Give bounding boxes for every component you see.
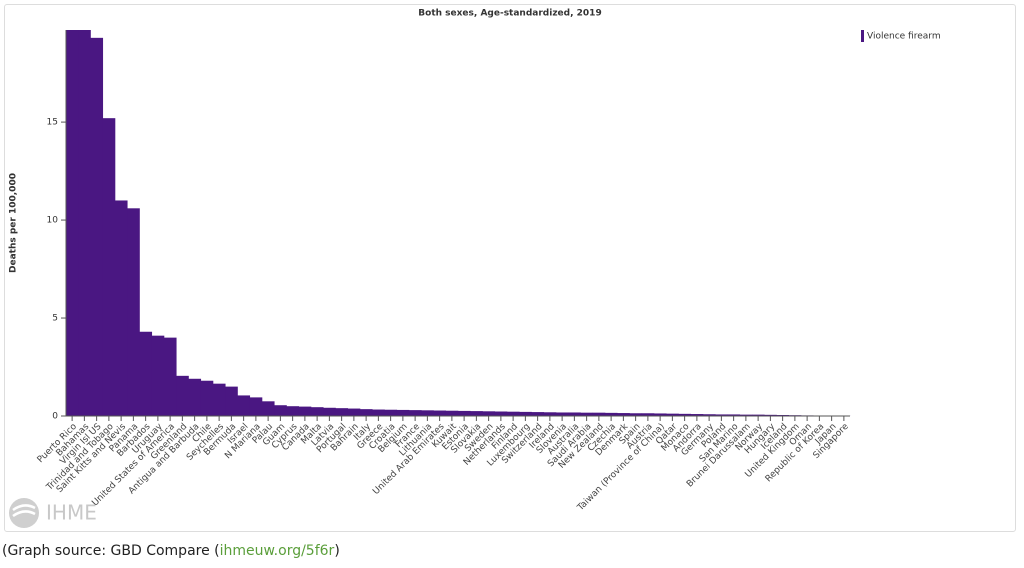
bar [323, 407, 336, 416]
bar [580, 412, 594, 416]
bar [262, 401, 275, 416]
bar [666, 413, 679, 416]
chart-title: Both sexes, Age-standardized, 2019 [418, 9, 601, 19]
bar [372, 409, 385, 416]
bar [115, 200, 128, 416]
bar [237, 395, 251, 416]
bar [151, 335, 165, 416]
footer-link[interactable]: ihmeuw.org/5f6r [219, 543, 335, 559]
bar [605, 412, 618, 416]
y-tick-label: 5 [52, 314, 58, 324]
bar [470, 411, 483, 416]
bar [396, 409, 410, 416]
bar [90, 37, 104, 417]
bar [274, 405, 287, 416]
bar [592, 412, 606, 416]
chart: Both sexes, Age-standardized, 2019 Death… [9, 9, 941, 528]
bar [519, 411, 532, 416]
bar [249, 397, 263, 416]
footer-suffix: ) [334, 543, 340, 559]
bar [200, 380, 214, 416]
bar [360, 409, 373, 416]
bar [445, 410, 459, 416]
footer-prefix: (Graph source: GBD Compare ( [2, 543, 220, 559]
bar [225, 386, 238, 416]
ihme-logo: IHME [9, 498, 97, 528]
bar [347, 408, 361, 416]
bar [335, 408, 349, 416]
bar [531, 412, 545, 416]
bar [752, 414, 765, 416]
legend-swatch [861, 30, 864, 42]
bar [66, 30, 79, 416]
bar [102, 118, 116, 416]
bar [409, 410, 422, 416]
bar [458, 410, 471, 416]
bar [617, 413, 630, 416]
bar [764, 414, 777, 416]
y-tick-label: 0 [52, 412, 58, 422]
logo-wave [12, 504, 36, 518]
bar [739, 414, 753, 416]
bar [482, 411, 496, 416]
chart-panel [4, 4, 1016, 532]
bar [433, 410, 447, 416]
bar [298, 406, 312, 416]
bar [507, 411, 520, 416]
bar [543, 412, 557, 416]
bar [678, 413, 692, 416]
bar [690, 414, 704, 416]
bar [384, 409, 398, 416]
bar [421, 410, 434, 416]
y-tick-label: 15 [47, 118, 58, 128]
bar [641, 413, 655, 416]
bar [127, 208, 140, 416]
bar [568, 412, 581, 416]
bar [494, 411, 508, 416]
bar [139, 331, 153, 416]
logo-text: IHME [46, 501, 97, 525]
bar [286, 406, 300, 416]
bar [556, 412, 569, 416]
footer: (Graph source: GBD Compare (ihmeuw.org/5… [2, 543, 340, 559]
bar [78, 30, 91, 416]
bar [164, 337, 177, 416]
bar [703, 414, 716, 416]
y-tick-label: 10 [47, 216, 59, 226]
bar [176, 375, 189, 416]
bar [727, 414, 741, 416]
legend-label: Violence firearm [867, 32, 941, 42]
bar [629, 413, 643, 416]
bar [654, 413, 667, 416]
bar [715, 414, 728, 416]
bar [213, 383, 226, 416]
bar [188, 378, 202, 416]
y-axis-label: Deaths per 100,000 [9, 173, 19, 273]
bar [311, 407, 324, 416]
